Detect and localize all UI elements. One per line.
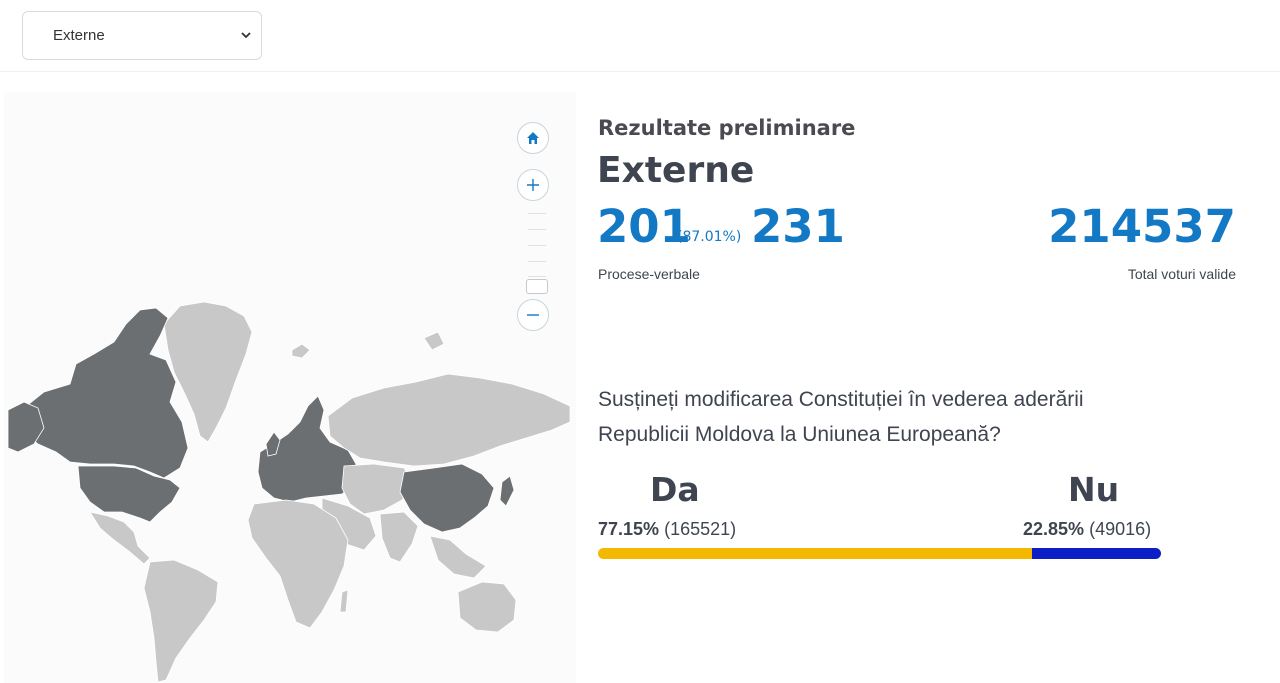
map-india[interactable] bbox=[379, 511, 419, 563]
map-canada[interactable] bbox=[23, 307, 189, 479]
map-se-asia[interactable] bbox=[429, 535, 487, 579]
zoom-slider-handle[interactable] bbox=[526, 279, 548, 294]
option-nu-percent: 22.85% bbox=[1023, 519, 1085, 539]
home-icon bbox=[527, 132, 539, 144]
map-china[interactable] bbox=[399, 463, 495, 533]
zoom-out-icon bbox=[527, 314, 539, 316]
map-australia[interactable] bbox=[457, 581, 517, 633]
world-map[interactable] bbox=[4, 92, 576, 683]
map-greenland[interactable] bbox=[163, 301, 253, 443]
map-russia[interactable] bbox=[327, 373, 571, 467]
referendum-question: Susțineți modificarea Constituției în ve… bbox=[598, 388, 1084, 446]
world-map-svg[interactable] bbox=[4, 92, 576, 683]
map-central-america[interactable] bbox=[89, 511, 151, 565]
processed-count: 201 bbox=[597, 200, 691, 253]
region-select-value: Externe bbox=[53, 27, 105, 44]
valid-votes-count: 214537 bbox=[1048, 200, 1236, 253]
map-zoom-in-button[interactable] bbox=[517, 169, 549, 201]
processed-percent: (87.01%) bbox=[677, 229, 742, 245]
zoom-slider-tick bbox=[528, 229, 546, 230]
valid-votes-label: Total voturi valide bbox=[1127, 266, 1236, 282]
map-japan[interactable] bbox=[499, 475, 515, 507]
zoom-slider-tick bbox=[528, 276, 546, 277]
zoom-in-icon bbox=[527, 179, 539, 191]
map-zoom-out-button[interactable] bbox=[517, 299, 549, 331]
result-bar-da bbox=[598, 548, 1033, 559]
option-nu-result: 22.85% (49016) bbox=[1023, 519, 1151, 540]
map-usa[interactable] bbox=[77, 465, 181, 523]
map-south-america[interactable] bbox=[143, 559, 219, 683]
map-alaska[interactable] bbox=[7, 401, 45, 453]
results-subtitle: Rezultate preliminare bbox=[598, 116, 856, 140]
chevron-down-icon bbox=[241, 32, 251, 39]
zoom-slider-tick bbox=[528, 261, 546, 262]
map-home-button[interactable] bbox=[517, 122, 549, 154]
zoom-slider-tick bbox=[528, 245, 546, 246]
map-madagascar[interactable] bbox=[339, 589, 349, 613]
option-da-percent: 77.15% bbox=[598, 519, 660, 539]
reports-label: Procese-verbale bbox=[598, 266, 700, 282]
map-europe[interactable] bbox=[257, 395, 357, 503]
option-nu-name: Nu bbox=[1068, 470, 1120, 509]
region-select[interactable]: Externe bbox=[22, 11, 262, 60]
total-reports-count: 231 bbox=[751, 200, 845, 253]
map-africa[interactable] bbox=[247, 499, 349, 629]
option-da-votes: (165521) bbox=[664, 519, 737, 539]
region-title: Externe bbox=[597, 150, 755, 191]
option-da-result: 77.15% (165521) bbox=[598, 519, 736, 540]
zoom-slider-tick bbox=[528, 213, 546, 214]
map-uk[interactable] bbox=[265, 431, 281, 457]
map-iceland[interactable] bbox=[291, 343, 311, 359]
top-bar: Externe bbox=[0, 0, 1280, 72]
result-bar-nu bbox=[1032, 548, 1161, 559]
map-central-asia[interactable] bbox=[341, 463, 415, 515]
option-da-name: Da bbox=[650, 470, 700, 509]
result-bar bbox=[598, 548, 1161, 559]
map-arctic-islands[interactable] bbox=[423, 331, 445, 351]
option-nu-votes: (49016) bbox=[1089, 519, 1152, 539]
